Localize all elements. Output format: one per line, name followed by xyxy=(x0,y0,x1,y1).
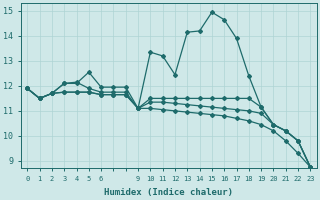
X-axis label: Humidex (Indice chaleur): Humidex (Indice chaleur) xyxy=(104,188,233,197)
